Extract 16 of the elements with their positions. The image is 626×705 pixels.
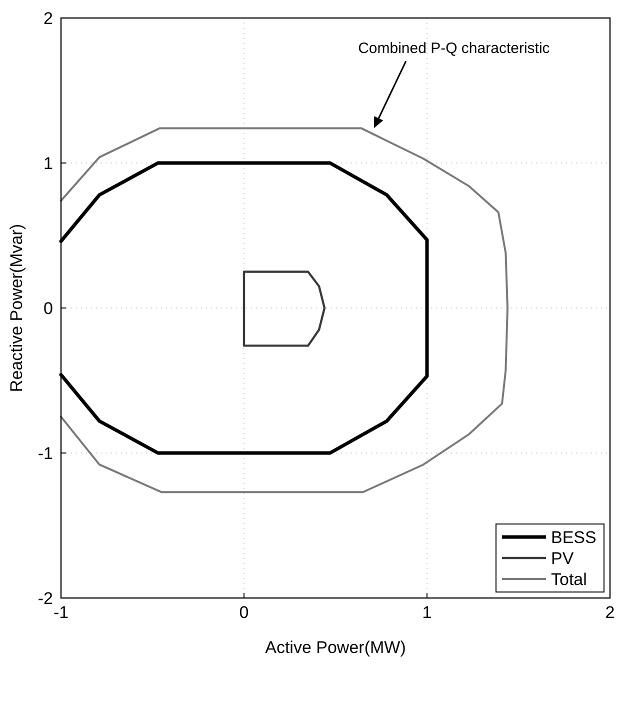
y-tick-label: -2 <box>38 588 53 608</box>
x-tick-label: 1 <box>422 603 432 622</box>
line-series <box>60 127 509 494</box>
y-tick-label: 2 <box>44 8 53 28</box>
x-axis-title: Active Power(MW) <box>265 638 406 657</box>
x-tick-label: 2 <box>605 603 615 622</box>
y-tick-label: 0 <box>44 298 53 318</box>
line-series <box>242 270 326 347</box>
y-tick-label: 1 <box>44 154 53 173</box>
y-axis-title: Reactive Power(Mvar) <box>7 224 26 392</box>
y-tick-label: -1 <box>38 444 53 463</box>
x-tick-label: 0 <box>239 603 249 622</box>
legend-label: PV <box>551 548 574 568</box>
annotation: Combined P-Q characteristic <box>358 40 550 58</box>
legend-label: Total <box>551 570 587 589</box>
legend-label: BESS <box>551 528 596 547</box>
